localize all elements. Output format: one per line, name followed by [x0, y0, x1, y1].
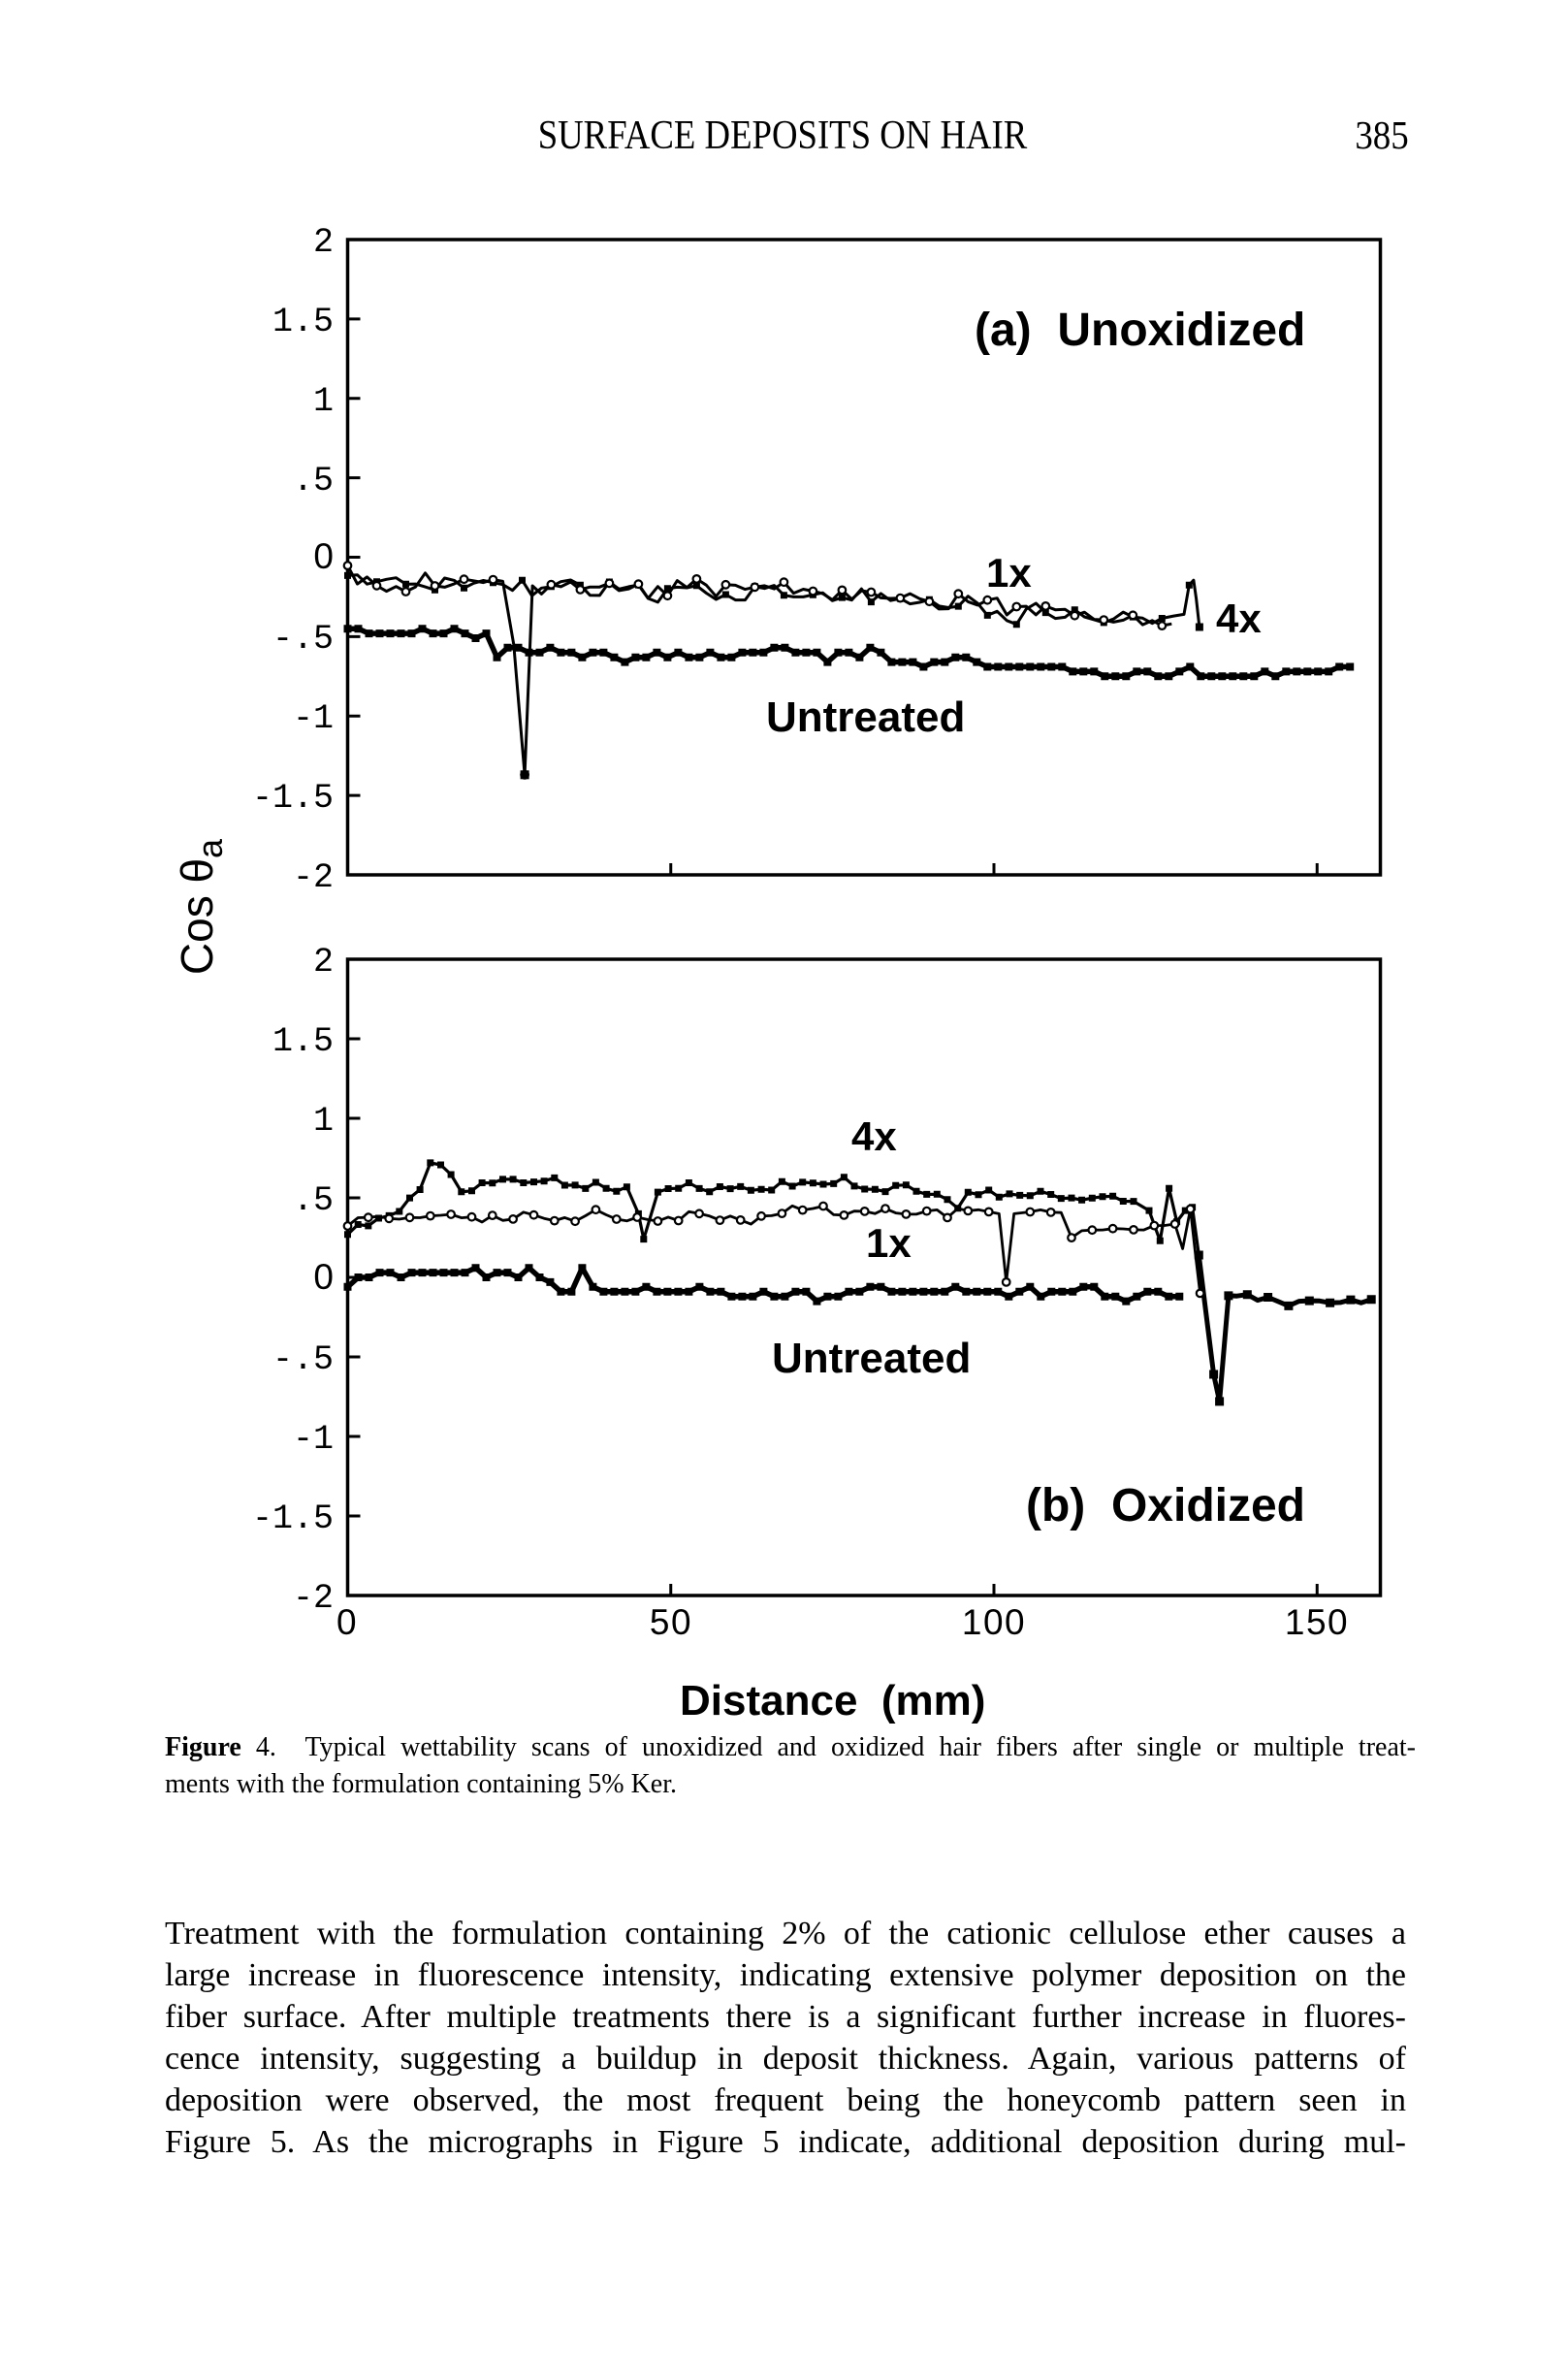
svg-text:0: 0: [313, 1257, 334, 1297]
svg-text:Untreated: Untreated: [766, 693, 965, 741]
svg-text:(b) Oxidized: (b) Oxidized: [1026, 1480, 1305, 1531]
svg-text:.5: .5: [293, 462, 334, 500]
svg-text:385: 385: [1355, 113, 1408, 157]
svg-text:(a) Unoxidized: (a) Unoxidized: [975, 305, 1305, 356]
svg-text:-1.5: -1.5: [252, 779, 334, 818]
svg-text:.5: .5: [293, 1181, 334, 1220]
svg-text:Cos θa: Cos θa: [172, 838, 230, 975]
svg-text:1x: 1x: [986, 550, 1032, 596]
svg-text:50: 50: [650, 1602, 692, 1642]
svg-text:Distance (mm): Distance (mm): [680, 1677, 985, 1724]
svg-text:-2: -2: [293, 858, 334, 897]
svg-text:-1: -1: [293, 1420, 334, 1459]
svg-text:Untreated: Untreated: [772, 1335, 971, 1382]
svg-text:-.5: -.5: [272, 620, 334, 659]
svg-text:-2: -2: [293, 1579, 334, 1618]
svg-text:100: 100: [962, 1602, 1026, 1642]
svg-text:4x: 4x: [851, 1113, 897, 1159]
svg-text:-1.5: -1.5: [252, 1499, 334, 1538]
svg-text:1: 1: [313, 382, 334, 421]
svg-text:4x: 4x: [1216, 596, 1262, 641]
svg-text:-1: -1: [293, 699, 334, 738]
svg-text:1x: 1x: [866, 1220, 912, 1266]
svg-text:1.5: 1.5: [272, 1022, 334, 1061]
svg-text:1: 1: [313, 1102, 334, 1141]
svg-text:1.5: 1.5: [272, 303, 334, 341]
svg-text:0: 0: [336, 1602, 358, 1642]
svg-text:150: 150: [1285, 1602, 1349, 1642]
svg-text:2: 2: [313, 223, 334, 262]
svg-text:-.5: -.5: [272, 1340, 334, 1379]
svg-text:2: 2: [313, 943, 334, 982]
svg-text:SURFACE DEPOSITS ON HAIR: SURFACE DEPOSITS ON HAIR: [538, 113, 1028, 158]
svg-text:0: 0: [313, 536, 334, 576]
